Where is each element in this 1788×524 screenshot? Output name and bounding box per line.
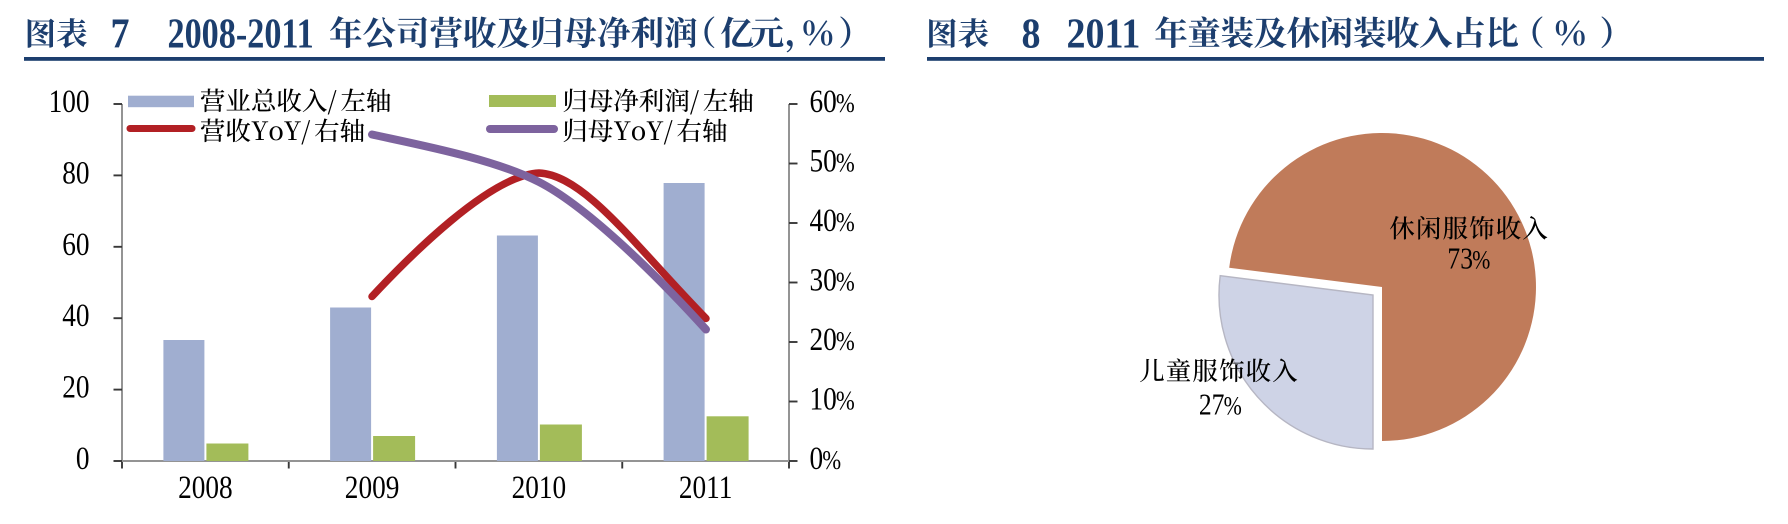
svg-text:20: 20 <box>62 369 89 405</box>
svg-text:80: 80 <box>62 155 89 191</box>
svg-text:2010: 2010 <box>512 470 567 506</box>
svg-text:50%: 50% <box>810 144 855 180</box>
svg-text:0: 0 <box>76 441 90 477</box>
svg-text:20%: 20% <box>810 322 855 358</box>
svg-text:73%: 73% <box>1447 243 1490 277</box>
svg-text:8: 8 <box>1022 10 1041 57</box>
svg-text:30%: 30% <box>810 263 855 299</box>
svg-text:2009: 2009 <box>345 470 400 506</box>
svg-text:2008: 2008 <box>178 470 233 506</box>
svg-text:27%: 27% <box>1199 389 1242 423</box>
svg-text:2008-2011: 2008-2011 <box>168 11 314 57</box>
svg-text:2011: 2011 <box>679 470 733 506</box>
svg-text:60%: 60% <box>810 84 855 120</box>
svg-text:40%: 40% <box>810 203 855 239</box>
svg-text:7: 7 <box>111 10 130 57</box>
svg-text:10%: 10% <box>810 382 855 418</box>
svg-text:100: 100 <box>49 84 90 120</box>
svg-text:0%: 0% <box>810 441 842 477</box>
svg-text:60: 60 <box>62 227 89 263</box>
svg-text:2011: 2011 <box>1067 10 1141 57</box>
svg-text:40: 40 <box>62 298 89 334</box>
